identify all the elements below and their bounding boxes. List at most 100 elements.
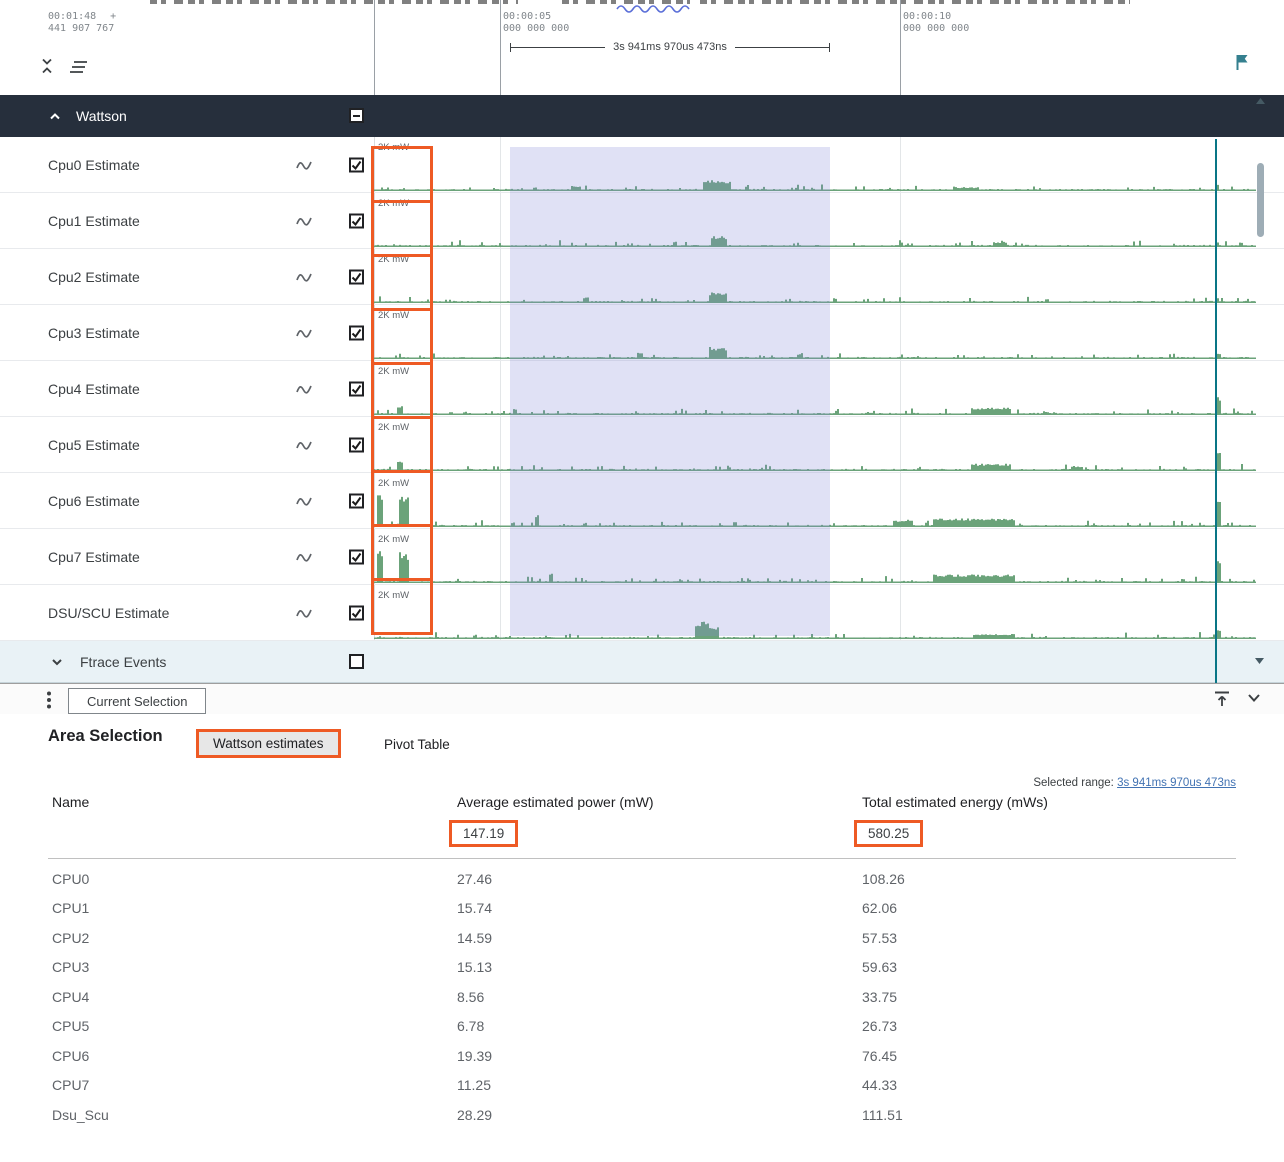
table-divider [48,858,1236,859]
cell-name: CPU5 [52,1018,90,1035]
track-group-label: Ftrace Events [80,653,167,670]
cell-avg-power: 28.29 [457,1106,493,1123]
tab-pivot-table[interactable]: Pivot Table [384,737,450,752]
track-row[interactable]: Cpu6 Estimate 2K mW [0,473,1284,529]
power-sparkline[interactable] [374,417,1256,471]
track-checkbox-checked[interactable] [349,381,364,396]
track-row[interactable]: Cpu1 Estimate 2K mW [0,193,1284,249]
track-row[interactable]: Cpu4 Estimate 2K mW [0,361,1284,417]
table-row: CPU2 14.59 57.53 [48,923,1236,953]
track-scale-label: 2K mW [378,198,410,209]
table-body: CPU0 27.46 108.26 CPU1 15.74 62.06 CPU2 … [48,864,1236,1130]
track-name: Cpu0 Estimate [48,156,140,173]
track-row[interactable]: Cpu3 Estimate 2K mW [0,305,1284,361]
track-checkbox-checked[interactable] [349,549,364,564]
track-checkbox-checked[interactable] [349,157,364,172]
timeline-header[interactable]: 00:01:48 +441 907 767 00:00:05 000 000 000… [0,0,1284,95]
power-sparkline[interactable] [374,193,1256,247]
tab-current-selection[interactable]: Current Selection [68,688,207,714]
cell-total-energy: 108.26 [862,870,905,887]
track-name: Cpu3 Estimate [48,324,140,341]
track-name: Cpu7 Estimate [48,548,140,565]
track-group-label: Wattson [76,108,127,124]
track-row[interactable]: DSU/SCU Estimate 2K mW [0,585,1284,641]
cell-total-energy: 44.33 [862,1077,898,1094]
power-sparkline[interactable] [374,585,1256,639]
line-chart-icon [296,494,312,508]
table-totals-row: 147.19 580.25 [48,820,1236,856]
timeline-gridline [500,0,501,95]
table-row: CPU7 11.25 44.33 [48,1071,1236,1101]
chevron-up-icon[interactable] [46,107,64,125]
scrollbar-thumb[interactable] [1257,163,1264,237]
power-sparkline[interactable] [374,249,1256,303]
page-title: Area Selection [48,727,163,745]
cell-total-energy: 76.45 [862,1047,898,1064]
cell-total-energy: 26.73 [862,1018,898,1035]
vertical-align-top-icon[interactable] [1212,689,1232,709]
power-sparkline[interactable] [374,305,1256,359]
group-checkbox-indeterminate[interactable] [349,108,364,123]
track-checkbox-checked[interactable] [349,269,364,284]
clear-all-icon[interactable] [70,60,88,74]
cropped-text-strip [0,0,1284,13]
track-row[interactable]: Cpu7 Estimate 2K mW [0,529,1284,585]
power-sparkline[interactable] [374,361,1256,415]
track-scale-label: 2K mW [378,422,410,433]
unfold-less-icon[interactable] [38,57,56,75]
details-panel: Area Selection Wattson estimates Pivot T… [0,714,1284,1162]
track-list: Wattson Cpu0 Estimate 2K mW [0,95,1284,683]
track-checkbox-checked[interactable] [349,605,364,620]
timeline-gridline [900,95,901,683]
cropped-text-fragment [700,0,1130,4]
timeline-marker-line[interactable] [1215,139,1217,683]
selection-duration-ruler: 3s 941ms 970us 473ns [510,40,830,54]
table-row: Dsu_Scu 28.29 111.51 [48,1100,1236,1130]
line-chart-icon [296,438,312,452]
line-chart-icon [296,550,312,564]
track-checkbox-checked[interactable] [349,493,364,508]
table-row: CPU1 15.74 62.06 [48,894,1236,924]
flag-icon[interactable] [1232,52,1252,72]
timeline-origin-timestamp: 00:01:48 +441 907 767 [48,11,117,34]
track-name: Cpu1 Estimate [48,212,140,229]
group-checkbox-unchecked[interactable] [349,654,364,669]
cell-avg-power: 19.39 [457,1047,493,1064]
chevron-down-icon[interactable] [1246,692,1262,704]
line-chart-icon [296,382,312,396]
line-chart-icon [296,214,312,228]
table-row: CPU5 6.78 26.73 [48,1012,1236,1042]
track-checkbox-checked[interactable] [349,437,364,452]
track-row[interactable]: Cpu5 Estimate 2K mW [0,417,1284,473]
power-sparkline[interactable] [374,137,1256,191]
track-scale-label: 2K mW [378,590,410,601]
track-group-header-ftrace[interactable]: Ftrace Events [0,641,1284,683]
timeline-gridline [500,95,501,683]
chevron-down-icon[interactable] [48,653,66,671]
details-tab-bar: Current Selection [0,683,1284,714]
track-row[interactable]: Cpu2 Estimate 2K mW [0,249,1284,305]
table-row: CPU4 8.56 33.75 [48,982,1236,1012]
area-selection-overlay[interactable] [510,147,830,636]
track-group-header-wattson[interactable]: Wattson [0,95,1284,137]
timeline-gridline [374,0,375,95]
wavy-underline-icon [616,5,690,13]
selected-range-link[interactable]: 3s 941ms 970us 473ns [1117,777,1236,789]
scrollbar-down-arrow[interactable] [1255,658,1264,664]
table-row: CPU3 15.13 59.63 [48,953,1236,983]
cell-avg-power: 15.13 [457,959,493,976]
power-sparkline[interactable] [374,529,1256,583]
power-sparkline[interactable] [374,473,1256,527]
cell-name: CPU2 [52,929,90,946]
track-scale-label: 2K mW [378,254,410,265]
kebab-menu-icon[interactable] [47,691,51,709]
cell-name: Dsu_Scu [52,1106,109,1123]
ruler-line [511,46,606,48]
cell-name: CPU3 [52,959,90,976]
selected-range-label: Selected range: [1033,777,1114,789]
timeline-tick-label: 00:00:10 000 000 000 [903,11,970,34]
track-checkbox-checked[interactable] [349,213,364,228]
scrollbar-up-arrow[interactable] [1256,98,1265,104]
tab-wattson-estimates[interactable]: Wattson estimates [199,732,338,755]
track-checkbox-checked[interactable] [349,325,364,340]
